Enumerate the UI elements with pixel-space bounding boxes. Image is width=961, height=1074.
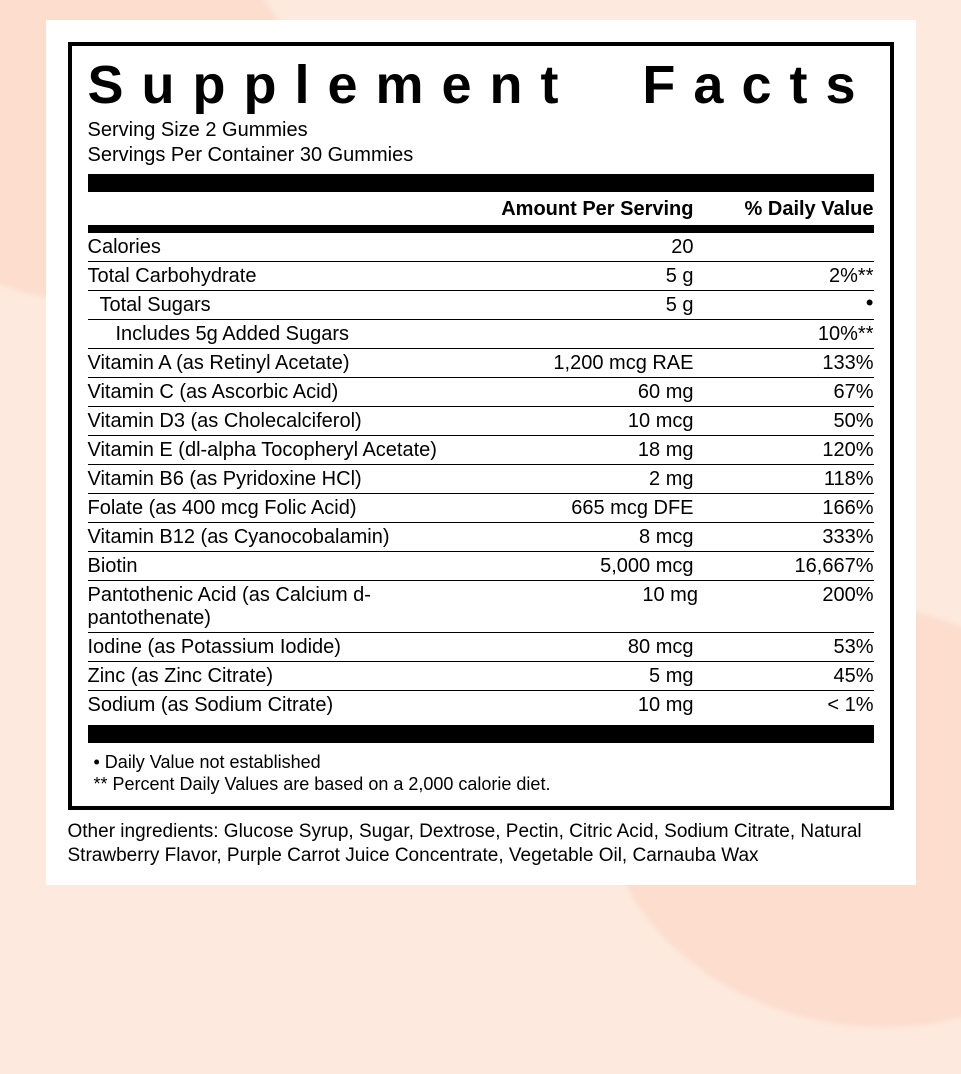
header-name-blank xyxy=(88,198,474,221)
footnote-dv: ** Percent Daily Values are based on a 2… xyxy=(94,773,874,796)
nutrient-dv: • xyxy=(704,296,874,319)
nutrient-name: Pantothenic Acid (as Calcium d-pantothen… xyxy=(88,584,484,630)
nutrient-name: Includes 5g Added Sugars xyxy=(88,323,474,346)
nutrient-dv: 45% xyxy=(704,665,874,688)
nutrient-dv: 10%** xyxy=(704,323,874,346)
column-headers: Amount Per Serving % Daily Value xyxy=(88,196,874,223)
table-row: Total Carbohydrate5 g2%** xyxy=(88,261,874,290)
nutrient-dv: 16,667% xyxy=(704,555,874,578)
table-row: Vitamin B12 (as Cyanocobalamin)8 mcg333% xyxy=(88,522,874,551)
nutrient-name: Zinc (as Zinc Citrate) xyxy=(88,665,474,688)
nutrient-amount: 5 mg xyxy=(474,665,704,688)
nutrient-dv: < 1% xyxy=(704,694,874,717)
nutrient-name: Vitamin A (as Retinyl Acetate) xyxy=(88,352,474,375)
nutrient-name: Folate (as 400 mcg Folic Acid) xyxy=(88,497,474,520)
nutrient-name: Vitamin B12 (as Cyanocobalamin) xyxy=(88,526,474,549)
serving-info: Serving Size 2 Gummies Servings Per Cont… xyxy=(88,118,874,168)
nutrient-amount: 10 mcg xyxy=(474,410,704,433)
nutrient-dv: 200% xyxy=(708,584,874,630)
servings-per-container: Servings Per Container 30 Gummies xyxy=(88,143,874,168)
nutrient-dv: 67% xyxy=(704,381,874,404)
nutrient-dv: 333% xyxy=(704,526,874,549)
other-ingredients: Other ingredients: Glucose Syrup, Sugar,… xyxy=(68,820,894,868)
facts-box: Supplement Facts Serving Size 2 Gummies … xyxy=(68,42,894,810)
nutrient-amount xyxy=(474,323,704,346)
nutrient-dv: 166% xyxy=(704,497,874,520)
nutrient-name: Sodium (as Sodium Citrate) xyxy=(88,694,474,717)
table-row: Calories20 xyxy=(88,233,874,261)
nutrient-name: Vitamin D3 (as Cholecalciferol) xyxy=(88,410,474,433)
table-row: Biotin5,000 mcg16,667% xyxy=(88,551,874,580)
table-row: Pantothenic Acid (as Calcium d-pantothen… xyxy=(88,580,874,632)
table-row: Vitamin D3 (as Cholecalciferol)10 mcg50% xyxy=(88,406,874,435)
mid-bar xyxy=(88,225,874,233)
nutrient-amount: 20 xyxy=(474,236,704,259)
table-row: Total Sugars5 g• xyxy=(88,290,874,319)
nutrient-dv xyxy=(704,236,874,259)
panel-title: Supplement Facts xyxy=(88,58,874,112)
thick-bar-top xyxy=(88,174,874,192)
footnote-bullet: • Daily Value not established xyxy=(94,751,874,774)
nutrient-amount: 60 mg xyxy=(474,381,704,404)
table-row: Folate (as 400 mcg Folic Acid)665 mcg DF… xyxy=(88,493,874,522)
table-row: Vitamin C (as Ascorbic Acid)60 mg67% xyxy=(88,377,874,406)
nutrient-amount: 10 mg xyxy=(484,584,708,630)
nutrient-amount: 5 g xyxy=(474,294,704,317)
table-row: Vitamin B6 (as Pyridoxine HCl)2 mg118% xyxy=(88,464,874,493)
table-row: Sodium (as Sodium Citrate)10 mg< 1% xyxy=(88,690,874,719)
nutrient-dv: 50% xyxy=(704,410,874,433)
header-dv: % Daily Value xyxy=(704,198,874,221)
table-row: Vitamin E (dl-alpha Tocopheryl Acetate)1… xyxy=(88,435,874,464)
nutrient-amount: 665 mcg DFE xyxy=(474,497,704,520)
nutrient-amount: 10 mg xyxy=(474,694,704,717)
nutrient-name: Total Carbohydrate xyxy=(88,265,474,288)
nutrient-dv: 120% xyxy=(704,439,874,462)
table-row: Iodine (as Potassium Iodide)80 mcg53% xyxy=(88,632,874,661)
nutrient-amount: 80 mcg xyxy=(474,636,704,659)
footnotes: • Daily Value not established ** Percent… xyxy=(88,747,874,796)
supplement-facts-panel: Supplement Facts Serving Size 2 Gummies … xyxy=(46,20,916,886)
table-row: Includes 5g Added Sugars 10%** xyxy=(88,319,874,348)
nutrient-name: Iodine (as Potassium Iodide) xyxy=(88,636,474,659)
nutrient-dv: 133% xyxy=(704,352,874,375)
nutrient-name: Vitamin E (dl-alpha Tocopheryl Acetate) xyxy=(88,439,474,462)
header-amount: Amount Per Serving xyxy=(474,198,704,221)
nutrient-amount: 8 mcg xyxy=(474,526,704,549)
nutrient-dv: 118% xyxy=(704,468,874,491)
nutrient-name: Vitamin B6 (as Pyridoxine HCl) xyxy=(88,468,474,491)
nutrient-name: Calories xyxy=(88,236,474,259)
nutrient-dv: 53% xyxy=(704,636,874,659)
nutrient-name: Total Sugars xyxy=(88,294,474,317)
nutrient-name: Biotin xyxy=(88,555,474,578)
nutrient-amount: 5 g xyxy=(474,265,704,288)
serving-size: Serving Size 2 Gummies xyxy=(88,118,874,143)
nutrient-amount: 1,200 mcg RAE xyxy=(474,352,704,375)
nutrient-dv: 2%** xyxy=(704,265,874,288)
table-row: Zinc (as Zinc Citrate)5 mg45% xyxy=(88,661,874,690)
thick-bar-bottom xyxy=(88,725,874,743)
table-row: Vitamin A (as Retinyl Acetate)1,200 mcg … xyxy=(88,348,874,377)
nutrient-amount: 18 mg xyxy=(474,439,704,462)
nutrient-name: Vitamin C (as Ascorbic Acid) xyxy=(88,381,474,404)
nutrient-amount: 5,000 mcg xyxy=(474,555,704,578)
nutrient-amount: 2 mg xyxy=(474,468,704,491)
nutrient-rows: Calories20Total Carbohydrate5 g2%**Total… xyxy=(88,233,874,719)
